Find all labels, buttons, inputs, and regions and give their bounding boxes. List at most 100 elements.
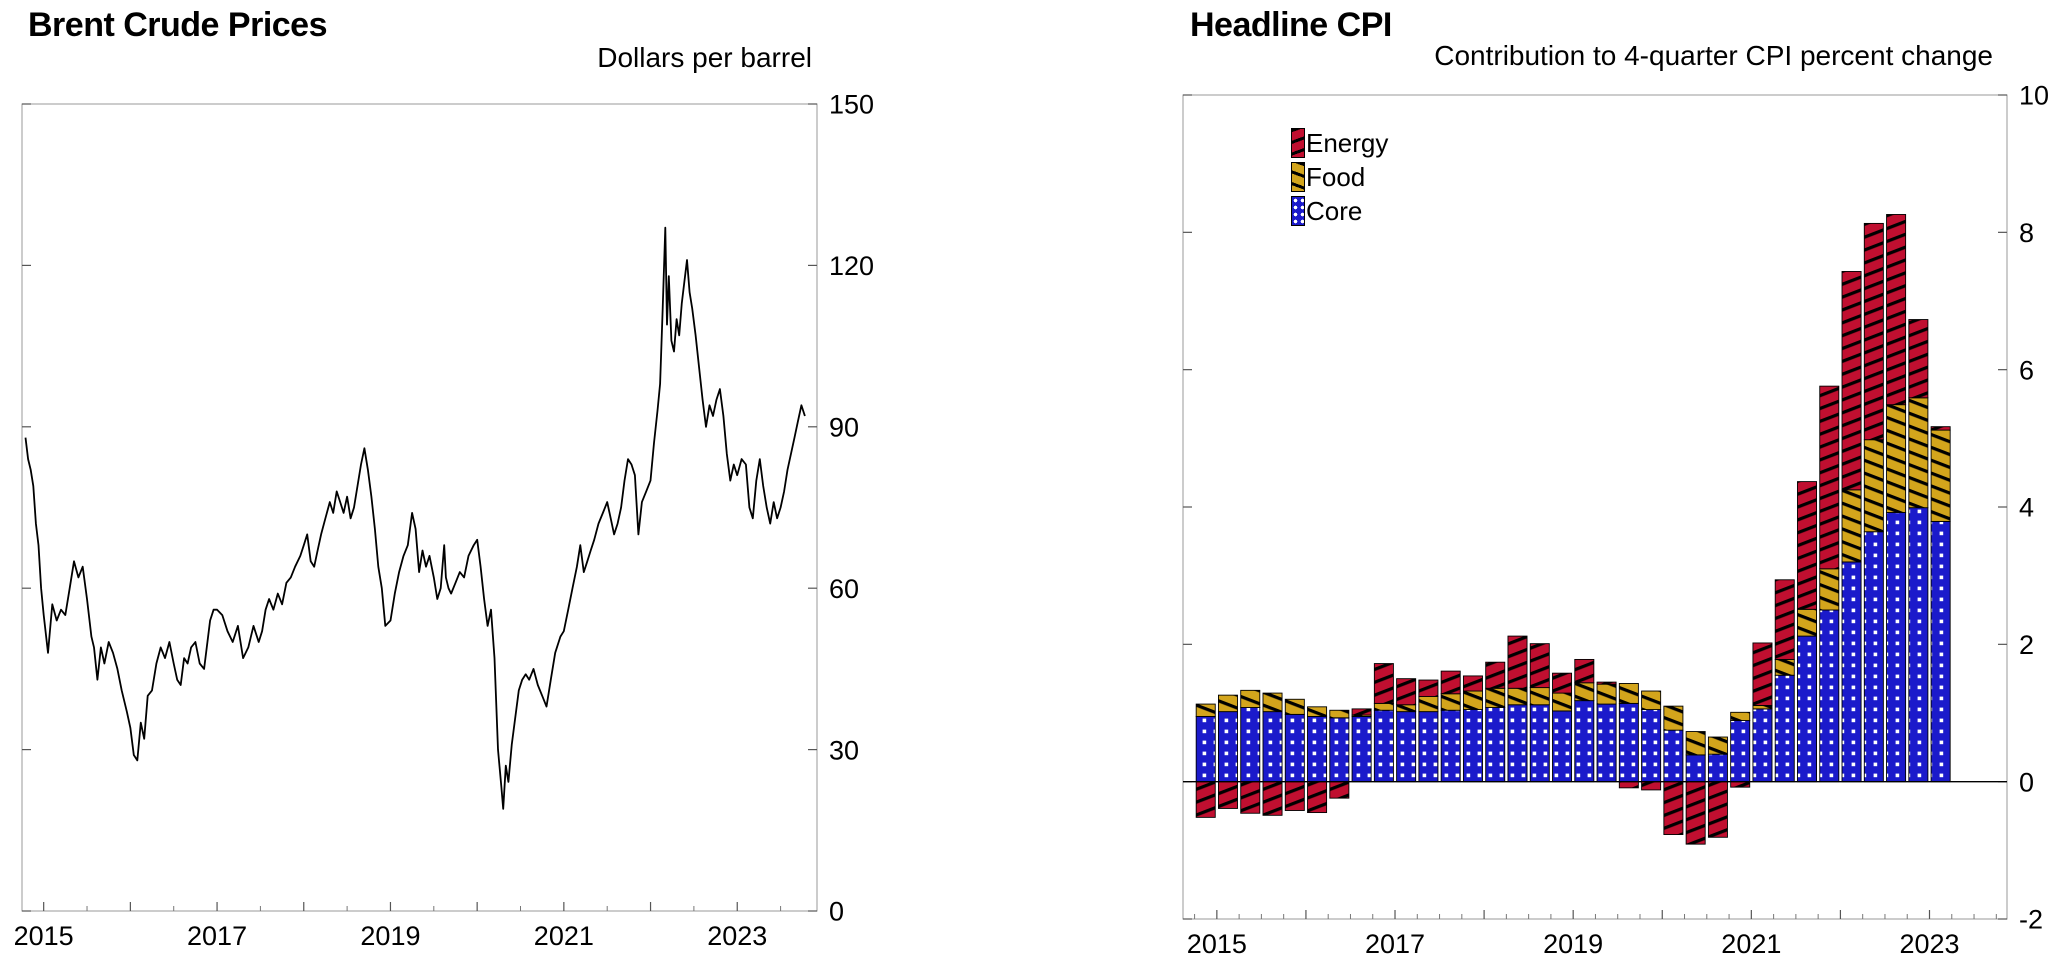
bar-segment-food	[1329, 709, 1350, 719]
core-legend-label: Core	[1306, 196, 1363, 226]
bar-segment-energy	[1819, 385, 1840, 570]
bar-segment-energy	[1284, 781, 1305, 811]
bar-segment-food	[1707, 736, 1728, 755]
bar-segment-core	[1930, 520, 1951, 783]
bar-segment-energy	[1707, 781, 1728, 838]
y-tick-label: 90	[829, 413, 859, 443]
bar-segment-energy	[1886, 214, 1907, 406]
x-tick-label: 2019	[1543, 929, 1603, 957]
bar-segment-energy	[1730, 781, 1751, 788]
bar-segment-food	[1529, 687, 1550, 706]
core-swatch-icon	[1291, 196, 1305, 226]
x-tick-label: 2023	[707, 921, 767, 951]
y-tick-label: 10	[2019, 81, 2049, 111]
cpi-subtitle: Contribution to 4-quarter CPI percent ch…	[1434, 40, 1993, 71]
bar-segment-core	[1218, 711, 1238, 783]
bar-segment-core	[1373, 709, 1394, 783]
bar-segment-food	[1307, 706, 1328, 717]
bar-segment-core	[1529, 704, 1550, 783]
bar-segment-energy	[1240, 781, 1261, 814]
bar-segment-core	[1841, 561, 1862, 783]
y-tick-label: 150	[829, 90, 874, 120]
bar-segment-food	[1596, 683, 1617, 705]
bar-segment-energy	[1218, 781, 1238, 809]
bar-segment-food	[1195, 703, 1216, 717]
bar-segment-energy	[1307, 781, 1328, 814]
bar-segment-energy	[1752, 642, 1773, 706]
brent-unit-label: Dollars per barrel	[597, 42, 812, 73]
bar-segment-energy	[1262, 781, 1283, 816]
bar-segment-energy	[1552, 672, 1573, 694]
bar-segment-energy	[1195, 781, 1216, 818]
bar-segment-energy	[1329, 781, 1350, 799]
bar-segment-food	[1908, 397, 1929, 509]
bar-segment-core	[1440, 709, 1461, 783]
bar-segment-core	[1774, 674, 1795, 783]
x-tick-label: 2021	[1721, 929, 1781, 957]
bar-segment-core	[1396, 711, 1417, 783]
price-line	[24, 226, 806, 810]
bar-segment-food	[1373, 702, 1394, 711]
bar-segment-food	[1396, 704, 1417, 713]
bar-segment-core	[1641, 709, 1662, 783]
bar-segment-energy	[1863, 222, 1884, 441]
bar-segment-core	[1886, 512, 1907, 783]
cpi-legend: Energy Food Core	[1291, 126, 1388, 228]
bar-segment-core	[1552, 710, 1573, 783]
bar-segment-core	[1307, 715, 1328, 783]
y-tick-label: 2	[2019, 630, 2034, 660]
bar-segment-energy	[1797, 481, 1817, 610]
bar-segment-food	[1774, 658, 1795, 676]
bar-segment-core	[1863, 531, 1884, 783]
bar-segment-core	[1195, 715, 1216, 783]
bar-segment-energy	[1418, 679, 1439, 697]
y-tick-label: 60	[829, 574, 859, 604]
bar-segment-food	[1618, 683, 1639, 704]
bar-segment-energy	[1908, 319, 1929, 399]
bar-segment-food	[1262, 692, 1283, 713]
y-tick-label: 4	[2019, 493, 2034, 523]
bar-segment-core	[1574, 700, 1595, 783]
x-tick-label: 2017	[187, 921, 247, 951]
bar-segment-core	[1797, 635, 1817, 783]
bar-segment-food	[1841, 489, 1862, 563]
y-tick-label: 0	[2019, 767, 2034, 797]
bar-segment-food	[1552, 692, 1573, 712]
bar-segment-core	[1351, 715, 1372, 783]
bar-segment-food	[1752, 704, 1773, 710]
bar-segment-energy	[1529, 643, 1550, 689]
x-tick-label: 2021	[534, 921, 594, 951]
bar-segment-core	[1262, 711, 1283, 783]
bar-segment-energy	[1440, 670, 1461, 695]
bar-segment-core	[1596, 703, 1617, 783]
y-tick-label: 0	[829, 897, 844, 927]
bar-segment-energy	[1351, 708, 1372, 716]
bar-segment-energy	[1930, 426, 1951, 431]
bar-segment-food	[1218, 694, 1238, 713]
bar-segment-food	[1886, 404, 1907, 513]
bar-segment-food	[1462, 690, 1483, 711]
bar-segment-food	[1418, 696, 1439, 713]
bar-segment-core	[1730, 720, 1751, 783]
cpi-chart: -2 0 2 4 6 8 10 2015 2017 2019 2021 2023	[1182, 81, 2049, 957]
bar-segment-food	[1574, 682, 1595, 702]
bar-segment-core	[1819, 609, 1840, 783]
bar-segment-food	[1730, 711, 1751, 722]
x-tick-label: 2017	[1365, 929, 1425, 957]
bar-segment-energy	[1485, 661, 1506, 689]
y-tick-label: 120	[829, 251, 874, 281]
bar-segment-core	[1418, 711, 1439, 783]
food-legend-label: Food	[1306, 162, 1366, 192]
bar-segment-energy	[1373, 663, 1394, 704]
bar-segment-energy	[1663, 781, 1684, 835]
bar-segment-core	[1240, 707, 1261, 783]
bar-segment-core	[1507, 704, 1528, 783]
bar-segment-energy	[1774, 579, 1795, 660]
bar-segment-energy	[1507, 635, 1528, 689]
food-swatch-icon	[1291, 162, 1305, 192]
y-tick-label: 6	[2019, 355, 2034, 385]
legend-row-energy: Energy	[1291, 126, 1388, 160]
energy-swatch-icon	[1291, 128, 1305, 158]
bar-segment-food	[1663, 705, 1684, 731]
